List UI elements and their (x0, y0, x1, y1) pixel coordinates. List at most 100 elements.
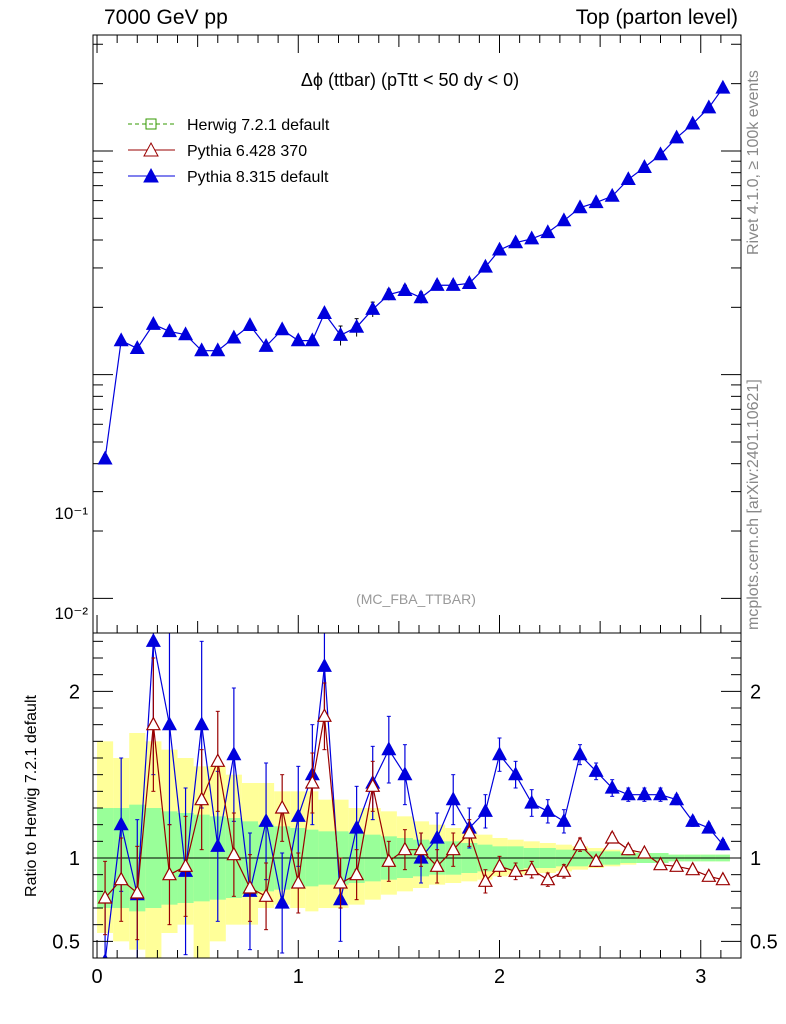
ratio-pythia8-point (604, 779, 620, 794)
ratio-pythia6-point (572, 836, 588, 851)
ratio-pythia6-point (316, 708, 332, 722)
main-pythia8-point (178, 326, 194, 341)
ratio-pythia6-point (508, 863, 524, 877)
ratio-pythia8-point (397, 766, 413, 781)
main-pythia8-point (492, 241, 508, 256)
ratio-pythia6-point (226, 846, 242, 861)
main-pythia8-point (365, 301, 381, 315)
ratio-pythia6-point (381, 853, 397, 867)
main-pythia8-point (349, 318, 365, 333)
main-pythia8-point (113, 332, 129, 347)
legend-pythia8-marker (143, 167, 159, 183)
main-pythia8-point (210, 342, 226, 357)
ratio-pythia6-point (540, 871, 556, 886)
ratio-pythia6-point (461, 824, 477, 839)
ratio-pythia8-point (556, 813, 572, 827)
legend-herwig-label: Herwig 7.2.1 default (187, 117, 330, 134)
ratio-pythia8-point (524, 794, 540, 809)
ratio-pythia8-point (492, 746, 508, 761)
main-pythia8-point (445, 277, 461, 291)
main-pythia8-point (397, 282, 413, 297)
ratio-pythia6-point (258, 888, 274, 902)
main-pythia8-point (381, 286, 397, 301)
main-pythia8-point (274, 321, 290, 336)
x-tick-label: 2 (494, 966, 505, 988)
legend-pythia6-marker (143, 141, 159, 157)
ratio-pythia6-point (652, 856, 669, 871)
main-pythia8-point (226, 329, 242, 344)
main-pythia8-point (556, 212, 572, 227)
main-pythia8-point (97, 450, 113, 465)
ratio-pythia6-point (290, 874, 306, 889)
ratio-pythia6-point (413, 841, 429, 856)
ratio-pythia8-point (381, 741, 397, 756)
ratio-pythia8-point (290, 808, 306, 822)
main-pythia8-point (508, 234, 524, 249)
ratio-pythia8-point (113, 816, 129, 831)
ratio-pythia8-point (349, 819, 365, 834)
ratio-pythia8-point (636, 786, 652, 801)
ratio-pythia8-point (620, 786, 636, 801)
ratio-pythia6-point (685, 861, 701, 876)
main-panel: Δϕ (ttbar) (pTtt < 50 dy < 0) (MC_FBA_TT… (54, 34, 742, 634)
main-pythia8-point (620, 171, 636, 186)
ratio-pythia6-point (445, 841, 461, 856)
ratio-y-axis-label: Ratio to Herwig 7.2.1 default (23, 695, 40, 897)
ratio-pythia8-point (572, 746, 588, 761)
main-pythia8-point (333, 327, 349, 341)
main-pythia8-point (588, 194, 604, 209)
ratio-pythia8-point (194, 716, 210, 731)
main-pythia8-point (604, 187, 620, 202)
ratio-pythia6-point (429, 858, 445, 872)
ratio-pythia8-point (588, 763, 604, 777)
ratio-pythia6-point (333, 874, 349, 889)
x-tick-label: 1 (293, 966, 304, 988)
ratio-pythia6-point (161, 866, 177, 881)
ratio-pythia6-point (556, 863, 572, 877)
energy-label: 7000 GeV pp (104, 6, 228, 29)
main-pythia8-point (669, 129, 685, 144)
ratio-pythia6-point (178, 858, 194, 872)
main-pythia8-point (701, 99, 717, 114)
legend: Herwig 7.2.1 default Pythia 6.428 370 Py… (128, 117, 330, 186)
ratio-y-tick-label-right: 0.5 (750, 931, 778, 953)
ratio-y-tick-label-right: 2 (750, 681, 761, 703)
legend-herwig-marker (145, 118, 157, 130)
main-pythia8-point (304, 332, 320, 347)
ratio-y-tick-label-right: 1 (750, 848, 761, 870)
main-pythia8-point (477, 258, 493, 273)
ratio-pythia6-point (397, 841, 413, 856)
ratio-pythia6-point (492, 858, 508, 872)
legend-entry-pythia8: Pythia 8.315 default (128, 167, 329, 186)
ratio-uncertainty-bands (97, 733, 730, 958)
ratio-y-tick-label: 1 (69, 848, 80, 870)
ratio-pythia8-point (226, 746, 242, 761)
x-axis-ticks: 0 1 2 3 (91, 35, 742, 988)
main-pythia8-point (242, 317, 258, 332)
ratio-pythia8-line (104, 641, 724, 958)
ratio-pythia8-point (210, 838, 226, 852)
ratio-pythia6-point (477, 873, 493, 887)
ratio-pythia8-point (145, 633, 161, 647)
main-series-pythia8 (97, 79, 731, 465)
ratio-y-tick-label: 2 (69, 681, 80, 703)
ratio-pythia8-point (652, 786, 669, 801)
ratio-pythia8-point (508, 766, 524, 781)
analysis-watermark: (MC_FBA_TTBAR) (356, 591, 476, 607)
ratio-pythia6-point (620, 841, 636, 856)
ratio-pythia6-point (274, 799, 290, 814)
ratio-panel: 0.5 0.5 1 1 2 2 0 1 2 3 Ratio to Herwig 7.2.1 de… (23, 35, 778, 988)
ratio-pythia6-point (194, 791, 210, 806)
main-y-tick-label-0.01: 10⁻² (54, 604, 88, 623)
main-pythia8-point (194, 342, 210, 357)
legend-entry-pythia6: Pythia 6.428 370 (128, 141, 307, 160)
ratio-pythia8-point (316, 658, 332, 672)
main-pythia8-point (540, 224, 556, 239)
ratio-pythia6-point (701, 868, 717, 882)
ratio-pythia6-point (145, 716, 161, 731)
main-pythia8-point (461, 275, 477, 289)
process-label: Top (parton level) (575, 6, 738, 29)
main-pythia8-line (104, 87, 724, 460)
main-pythia8-point (429, 277, 445, 291)
ratio-plot-frame (92, 632, 742, 959)
